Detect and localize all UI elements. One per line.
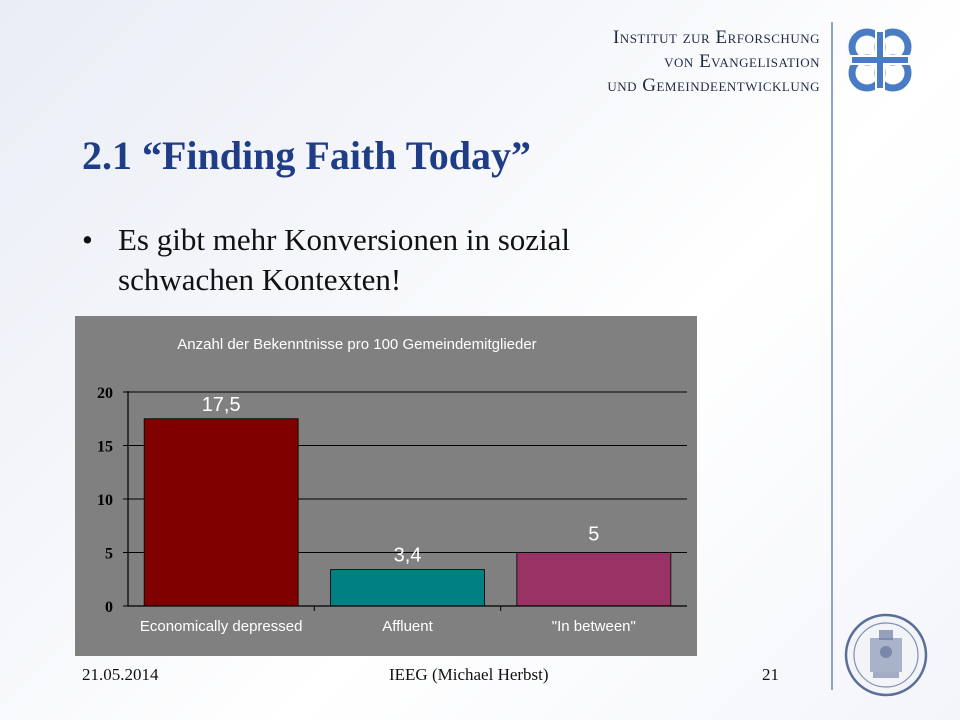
university-seal-icon: [844, 613, 928, 697]
chart-title: Anzahl der Bekenntnisse pro 100 Gemeinde…: [177, 336, 536, 353]
bullet-dot: •: [82, 222, 93, 257]
bullet-text: Es gibt mehr Konversionen in sozial schw…: [118, 222, 570, 297]
y-tick-label: 20: [97, 385, 113, 402]
bar: [143, 418, 299, 607]
footer-author: IEEG (Michael Herbst): [389, 665, 549, 684]
institute-name: Institut zur Erforschung von Evangelisat…: [570, 26, 820, 98]
slide-title: 2.1 “Finding Faith Today”: [82, 133, 532, 178]
y-tick-label: 0: [105, 599, 113, 616]
x-category-label: Affluent: [382, 618, 433, 635]
bar-value-label: 3,4: [394, 545, 422, 567]
footer-date: 21.05.2014: [82, 665, 159, 684]
x-category-label: Economically depressed: [140, 618, 303, 635]
y-tick-label: 15: [97, 439, 113, 456]
x-category-label: "In between": [552, 618, 636, 635]
bar-value-label: 5: [588, 524, 599, 546]
institute-line-3: und Gemeindeentwicklung: [607, 75, 820, 96]
footer-page-number: 21: [762, 665, 779, 684]
bar-chart: Anzahl der Bekenntnisse pro 100 Gemeinde…: [75, 316, 697, 656]
bar: [516, 552, 672, 607]
bar-value-label: 17,5: [202, 394, 241, 416]
y-tick-label: 10: [97, 492, 113, 509]
y-tick-label: 5: [105, 546, 113, 563]
vertical-divider: [831, 22, 833, 690]
bar: [330, 569, 485, 607]
ieeg-knot-logo-icon: [848, 28, 912, 92]
institute-line-2: von Evangelisation: [664, 51, 820, 72]
institute-line-1: Institut zur Erforschung: [612, 27, 820, 48]
